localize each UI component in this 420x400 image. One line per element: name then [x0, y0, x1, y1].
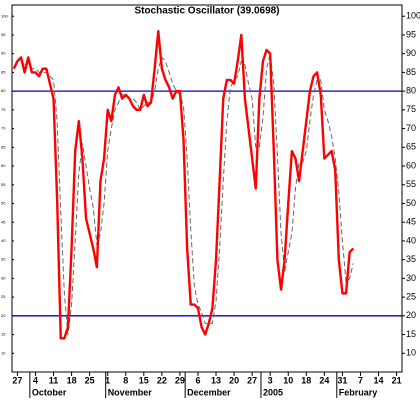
x-tick-label: 6 [195, 375, 200, 385]
y-tick-label: 65 [406, 142, 416, 152]
y-tick-label: 20 [406, 310, 416, 320]
x-tick-label: 22 [157, 375, 167, 385]
month-label: November [108, 387, 153, 397]
y-tick-label-left: 60 [1, 163, 6, 168]
y-tick-label-left: 10 [1, 350, 6, 355]
y-tick-label: 55 [406, 179, 416, 189]
y-tick-label-left: 35 [1, 257, 6, 262]
y-tick-label-left: 80 [1, 88, 6, 93]
y-tick-label: 10 [406, 348, 416, 358]
y-tick-label-left: 30 [1, 275, 6, 280]
month-label: 2005 [263, 387, 283, 397]
month-label: December [187, 387, 231, 397]
chart-title: Stochastic Oscillator (39.0698) [134, 6, 279, 17]
y-tick-label: 50 [406, 198, 416, 208]
x-tick-label: 20 [229, 375, 239, 385]
series-line [12, 30, 355, 340]
x-tick-label: 8 [123, 375, 128, 385]
x-tick-label: 18 [67, 375, 77, 385]
x-tick-label: 29 [175, 375, 185, 385]
y-tick-label-left: 95 [1, 32, 6, 37]
x-tick-label: 24 [319, 375, 329, 385]
x-tick-label: 10 [283, 375, 293, 385]
x-tick-label: 27 [12, 375, 22, 385]
y-tick-label: 75 [406, 104, 416, 114]
y-tick-label: 95 [406, 29, 416, 39]
x-tick-label: 13 [211, 375, 221, 385]
y-tick-label-left: 85 [1, 69, 6, 74]
x-tick-label: 21 [392, 375, 402, 385]
y-tick-label-left: 75 [1, 107, 6, 112]
y-tick-label-left: 50 [1, 201, 6, 206]
y-tick-label-left: 25 [1, 294, 6, 299]
y-tick-label: 100 [406, 11, 420, 21]
y-tick-label-left: 90 [1, 51, 6, 56]
x-tick-label: 18 [301, 375, 311, 385]
x-tick-label: 3 [268, 375, 273, 385]
y-tick-label: 90 [406, 48, 416, 58]
y-tick-label: 25 [406, 291, 416, 301]
x-tick-label: 25 [85, 375, 95, 385]
plot-frame [11, 4, 403, 373]
x-tick-label: 27 [247, 375, 257, 385]
y-tick-label-left: 45 [1, 219, 6, 224]
y-tick-label: 40 [406, 235, 416, 245]
y-tick-label-left: 55 [1, 182, 6, 187]
y-tick-label: 85 [406, 67, 416, 77]
x-tick-label: 14 [374, 375, 384, 385]
x-tick-label: 31 [337, 375, 347, 385]
y-tick-label-left: 20 [1, 313, 6, 318]
x-tick-label: 4 [33, 375, 38, 385]
y-tick-label: 60 [406, 160, 416, 170]
x-tick-label: 15 [139, 375, 149, 385]
y-tick-label: 80 [406, 86, 416, 96]
y-tick-label: 70 [406, 123, 416, 133]
y-tick-label-left: 15 [1, 332, 6, 337]
y-tick-label: 45 [406, 217, 416, 227]
y-tick-label: 30 [406, 273, 416, 283]
y-tick-label: 35 [406, 254, 416, 264]
y-tick-label-left: 40 [1, 238, 6, 243]
y-tick-label-left: 70 [1, 126, 6, 131]
x-tick-label: 11 [49, 375, 59, 385]
x-tick-label: 7 [358, 375, 363, 385]
y-tick-label-left: 65 [1, 144, 6, 149]
month-label: October [32, 387, 67, 397]
month-label: February [339, 387, 378, 397]
y-tick-label: 15 [406, 329, 416, 339]
y-tick-label-left: 100 [1, 13, 8, 18]
x-tick-label: 1 [105, 375, 110, 385]
